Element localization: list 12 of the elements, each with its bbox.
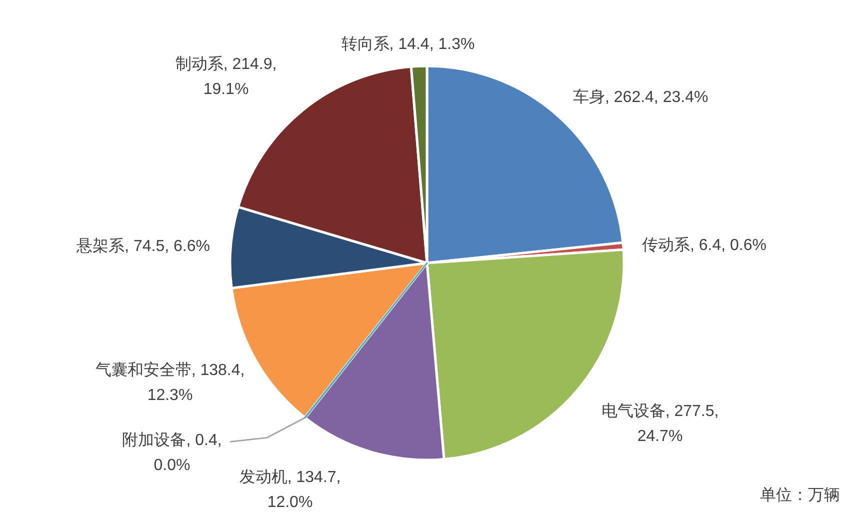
slice-label: 电气设备, 277.5, 24.7% [600,402,720,447]
slice-label: 气囊和安全带, 138.4, 12.3% [94,360,246,406]
pie-slice [304,262,428,419]
slice-label: 悬架系, 74.5, 6.6% [76,236,210,257]
slice-label: 传动系, 6.4, 0.6% [642,236,766,256]
slice-label: 发动机, 134.7, 12.0% [238,468,342,513]
slice-label: 制动系, 214.9, 19.1% [174,54,278,100]
text: 单位：万辆 [760,486,840,504]
slice-label: 转向系, 14.4, 1.3% [340,34,476,55]
slice-label: 车身, 262.4, 23.4% [573,88,708,108]
slice-label: 附加设备, 0.4, 0.0% [121,430,223,476]
pie-slice [410,64,428,264]
